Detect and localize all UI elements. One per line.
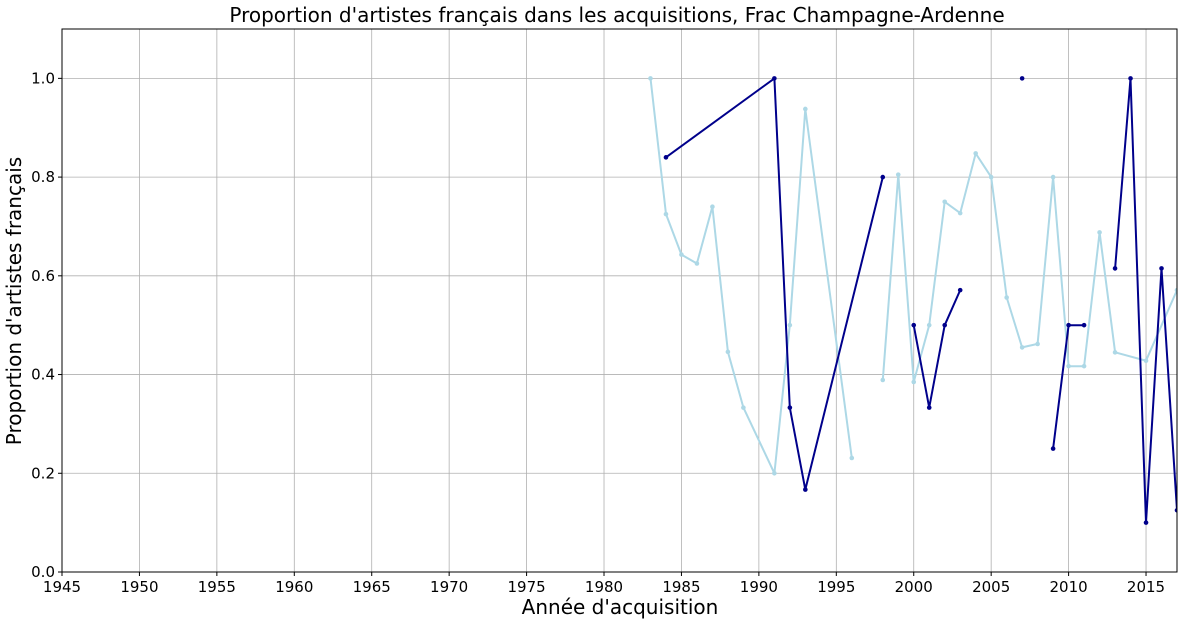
y-tick-label: 0.6: [31, 267, 55, 285]
data-point: [926, 322, 932, 328]
chart-title: Proportion d'artistes français dans les …: [229, 3, 1004, 27]
data-point: [1143, 358, 1149, 364]
y-tick-label: 0.4: [31, 366, 55, 384]
data-point: [710, 204, 715, 210]
y-tick-label: 0.2: [31, 464, 55, 482]
y-tick-label: 1.0: [31, 69, 55, 87]
data-point: [787, 322, 793, 328]
data-point: [1004, 295, 1009, 300]
data-point: [1097, 230, 1102, 235]
x-tick-label: 1975: [507, 578, 545, 596]
data-point: [1174, 507, 1177, 513]
y-axis-label: Proportion d'artistes français: [2, 157, 26, 445]
x-tick-label: 1965: [353, 578, 391, 596]
y-tick-label: 0.8: [31, 168, 55, 186]
x-axis-label: Année d'acquisition: [522, 595, 719, 619]
data-point: [648, 76, 653, 81]
data-point: [942, 199, 948, 205]
plot-frame: [61, 28, 1178, 573]
data-point: [1128, 76, 1133, 81]
data-point: [1174, 287, 1177, 293]
series-line: [881, 152, 1177, 383]
data-point: [1143, 520, 1149, 525]
data-point: [1066, 363, 1071, 369]
data-point: [1112, 266, 1118, 271]
data-point: [725, 349, 731, 355]
data-point: [942, 322, 948, 328]
x-tick-label: 1985: [662, 578, 700, 596]
x-tick-label: 1955: [198, 578, 236, 596]
data-point: [1019, 76, 1025, 81]
series-layer: [648, 76, 1177, 525]
data-point: [772, 76, 777, 81]
x-tick-label: 1995: [817, 578, 855, 596]
data-point: [1159, 266, 1164, 271]
data-point: [973, 151, 978, 156]
data-point: [663, 211, 669, 217]
x-tick-label: 2015: [1127, 578, 1165, 596]
x-tick-label: 2000: [895, 578, 933, 596]
data-point: [880, 377, 886, 383]
x-tick-label: 2010: [1050, 578, 1088, 596]
data-point: [880, 174, 886, 180]
series-line: [665, 77, 884, 491]
x-tick-label: 1990: [740, 578, 778, 596]
data-point: [911, 322, 917, 328]
x-tick-label: 1950: [120, 578, 158, 596]
series-line: [912, 289, 962, 409]
data-point: [803, 487, 808, 492]
x-tick-label: 1945: [43, 578, 81, 596]
data-point: [694, 261, 700, 266]
x-tick-label: 1970: [430, 578, 468, 596]
x-tick-label: 2005: [972, 578, 1010, 596]
series-2: [663, 76, 1177, 525]
data-point: [741, 405, 746, 410]
data-point: [1112, 350, 1118, 355]
data-point: [1081, 322, 1087, 328]
data-point: [787, 405, 793, 410]
data-point: [849, 455, 855, 461]
data-point: [988, 174, 994, 180]
data-point: [1035, 341, 1040, 347]
data-point: [803, 106, 808, 112]
data-point: [772, 470, 777, 476]
data-point: [957, 287, 963, 293]
data-point: [895, 172, 901, 177]
x-tick-label: 1960: [275, 578, 313, 596]
data-point: [1050, 174, 1056, 180]
data-point: [911, 379, 917, 385]
data-point: [679, 252, 684, 257]
axes: 1945 1950 1955 1960 1965 1970 1975 1980 1985 1990…: [31, 28, 1178, 596]
y-tick-label: 0.0: [31, 563, 55, 581]
series-1: [648, 76, 1177, 476]
data-point: [663, 155, 669, 160]
data-point: [926, 405, 932, 410]
data-point: [1050, 446, 1056, 451]
x-tick-label: 1980: [585, 578, 623, 596]
grid: [61, 29, 1177, 573]
data-point: [1081, 363, 1087, 369]
data-point: [957, 210, 963, 216]
data-point: [1019, 345, 1025, 350]
data-point: [1066, 322, 1071, 328]
